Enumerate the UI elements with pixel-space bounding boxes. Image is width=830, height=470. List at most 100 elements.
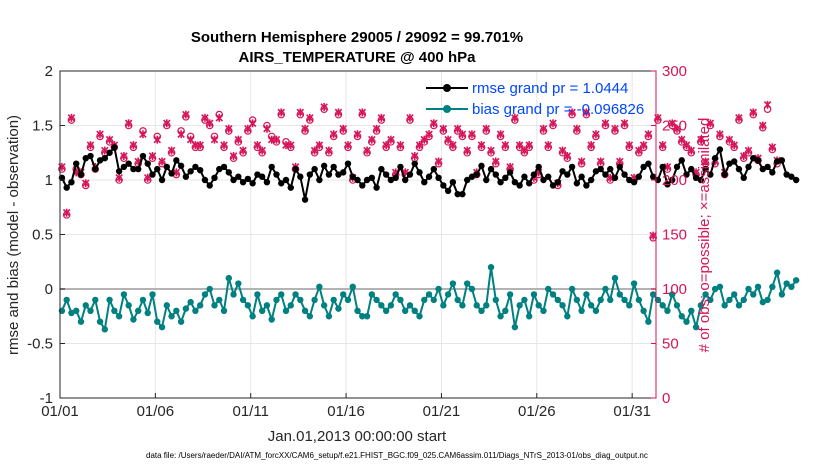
obs-assimilated-point [167, 146, 176, 155]
bias-point [511, 323, 519, 331]
bias-point [592, 307, 600, 314]
rmse-point [506, 169, 514, 176]
bias-point [473, 302, 480, 309]
rmse-point [397, 163, 404, 171]
bias-point [182, 305, 190, 312]
bias-point [77, 318, 85, 325]
bias-point [92, 296, 99, 304]
rmse-point [459, 190, 466, 198]
obs-assimilated-point [463, 146, 471, 155]
rmse-point [626, 176, 633, 184]
bias-point [382, 307, 390, 314]
bias-point [659, 302, 666, 309]
rmse-point [635, 173, 643, 180]
rmse-point [220, 163, 228, 171]
rmse-point [111, 144, 118, 151]
bias-point [268, 316, 275, 323]
x-tick-label: 01/21 [423, 403, 461, 420]
bias-point [244, 302, 252, 309]
rmse-point [82, 155, 89, 162]
bias-point [478, 307, 485, 314]
x-tick-label: 01/11 [233, 403, 269, 420]
obs-assimilated-point [582, 108, 591, 117]
obs-assimilated-point [387, 135, 395, 144]
bias-point [406, 302, 414, 309]
bias-point [325, 313, 333, 320]
legend-bias-marker [443, 105, 451, 113]
obs-assimilated-point [701, 157, 710, 166]
rmse-point [168, 170, 175, 177]
rmse-point [354, 176, 361, 184]
rmse-point [244, 175, 252, 183]
obs-assimilated-point [239, 146, 247, 155]
obs-assimilated-point [716, 130, 724, 139]
obs-assimilated-point [210, 135, 219, 144]
rmse-point [530, 171, 538, 178]
bias-point [373, 296, 380, 304]
rmse-point [340, 169, 347, 176]
obs-assimilated-point [482, 124, 491, 133]
bias-point [421, 296, 428, 304]
obs-assimilated-point [430, 119, 438, 128]
rmse-point [249, 180, 256, 187]
bias-point [278, 291, 285, 298]
y-right-tick-label: 300 [662, 63, 687, 80]
rmse-point [564, 171, 571, 178]
obs-assimilated-point [549, 119, 557, 128]
bias-point [263, 302, 271, 309]
bias-point [316, 283, 323, 291]
obs-assimilated-point [234, 135, 243, 144]
rmse-point [182, 173, 190, 180]
bias-point [568, 285, 576, 293]
obs-assimilated-point [406, 113, 414, 122]
obs-assimilated-point [525, 141, 533, 150]
obs-assimilated-point [434, 157, 443, 166]
bias-point [287, 302, 294, 309]
obs-assimilated-point [96, 130, 104, 139]
rmse-point [63, 184, 70, 191]
x-tick-label: 01/26 [518, 403, 556, 420]
rmse-point [559, 168, 566, 175]
rmse-point [92, 165, 99, 173]
rmse-point [149, 171, 156, 178]
bias-point [673, 302, 681, 309]
bias-point [273, 296, 280, 304]
obs-assimilated-point [120, 152, 128, 161]
y-tick-label: 1 [45, 172, 53, 189]
rmse-point [478, 162, 485, 170]
rmse-point [716, 146, 724, 153]
bias-point [220, 307, 228, 314]
legend-bias-label: bias grand pr = -0.096826 [472, 101, 644, 118]
rmse-point [702, 165, 709, 173]
rmse-point [573, 180, 581, 187]
rmse-point [139, 152, 147, 160]
obs-assimilated-point [625, 141, 634, 150]
bias-point [645, 318, 652, 325]
obs-assimilated-point [396, 141, 405, 150]
obs-assimilated-point [663, 162, 672, 171]
bias-point [621, 296, 628, 304]
rmse-point [726, 160, 733, 167]
bias-point [187, 298, 194, 306]
bias-point [516, 302, 523, 309]
bias-point [487, 264, 495, 271]
rmse-point [225, 169, 232, 176]
rmse-point [335, 171, 342, 178]
bias-point [230, 291, 237, 298]
bias-point [239, 296, 247, 304]
bias-point [773, 269, 781, 276]
bias-point [392, 291, 399, 298]
rmse-point [206, 182, 213, 189]
rmse-point [349, 173, 356, 180]
rmse-point [711, 155, 719, 162]
bias-point [368, 291, 376, 298]
rmse-point [163, 163, 171, 171]
bias-point [587, 302, 595, 309]
bias-point [750, 291, 757, 298]
rmse-point [430, 165, 438, 173]
y-axis-label-right: # of obs: o=possible; ×=assimilated [696, 118, 713, 353]
rmse-point [435, 174, 442, 182]
rmse-point [673, 163, 681, 171]
rmse-point [173, 157, 180, 164]
